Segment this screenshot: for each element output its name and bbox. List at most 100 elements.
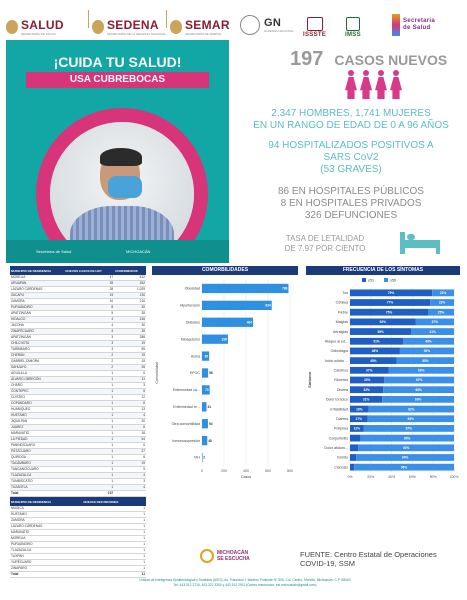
confirmed-cell: 6 xyxy=(114,424,146,431)
lethality-line-2: DE 7.97 POR CIENTO xyxy=(284,244,366,253)
column-header: CONFIRMADOS xyxy=(114,266,146,275)
hospital-bed-icon xyxy=(400,232,440,254)
deaths-cell: 1 xyxy=(82,523,146,530)
data-label: 70 xyxy=(205,388,209,392)
category-label: Diabetes xyxy=(186,320,200,324)
x-tick-label: 800 xyxy=(287,469,293,473)
bar-segment-2 xyxy=(367,415,454,423)
table-row: ZINAPARO 1 xyxy=(10,565,146,572)
data-label: 77% xyxy=(387,301,394,305)
data-label: 54 xyxy=(209,422,213,426)
poster-footer-michoacan: MICHOACÁN xyxy=(126,249,151,254)
new-cases-cell: 39 xyxy=(64,280,115,287)
imss-logo: IMSS xyxy=(345,8,361,46)
confirmed-cell: 130 xyxy=(114,292,146,299)
table-row: HUETAMO 1 xyxy=(10,511,146,518)
municipality-cell: TARÍMBARO xyxy=(10,346,65,353)
municipality-cell: ZACAPU xyxy=(10,292,65,299)
table-row: CHERÁN 2 19 xyxy=(10,352,146,359)
x-tick-label: 0 xyxy=(201,469,203,473)
bar-segment-2 xyxy=(360,434,454,442)
poster-image: ¡CUIDA TU SALUD! USA CUBREBOCAS Secretar… xyxy=(6,40,229,263)
deaths-cell: 1 xyxy=(82,565,146,572)
new-cases-cell: 1 xyxy=(64,424,115,431)
new-cases-cell: 10 xyxy=(64,298,115,305)
table-row: YURÉCUARO 1 xyxy=(10,559,146,566)
bar xyxy=(202,435,208,446)
data-label: 94% xyxy=(402,456,409,460)
bar-segment-2 xyxy=(382,395,454,403)
confirmed-cell: 432 xyxy=(114,275,146,281)
data-label: 96% xyxy=(401,465,408,469)
new-cases-cell: 5 xyxy=(64,310,115,317)
new-cases-cell: 28 xyxy=(64,286,115,293)
bar-segment-2 xyxy=(354,463,454,471)
table-row: HUANIQUEO 1 13 xyxy=(10,406,146,413)
bar xyxy=(202,334,228,344)
municipality-cell: HUETAMO xyxy=(10,412,65,419)
comorbidities-chart: COMORBILIDADES 0 200 400 600 800 Obesidad 786 H… xyxy=(152,266,298,492)
deaths-cell: 1 xyxy=(82,517,146,524)
person-icon xyxy=(390,70,402,100)
column-header: MUNICIPIO DE RESIDENCIA xyxy=(10,266,65,275)
y-axis-label: Síntoma xyxy=(307,371,312,388)
header-logos: SALUD SECRETARÍA DE SALUD SEDENA SECRETA… xyxy=(0,0,467,38)
category-label: Conjuntivitis xyxy=(329,436,349,440)
municipality-cell: TLAZAZALCA xyxy=(10,547,83,554)
category-label: Cefalea xyxy=(336,301,348,305)
bar-segment-2 xyxy=(411,328,454,335)
bar-segment-1 xyxy=(350,415,368,423)
municipality-cell: QUIROGA xyxy=(10,454,65,461)
municipality-cell: APATZINGÁN xyxy=(10,310,65,317)
table-row: MARAVATÍO 1 16 xyxy=(10,430,146,437)
table-row: ZAMORA 10 216 xyxy=(10,298,146,305)
new-cases-cell: 1 xyxy=(64,394,115,401)
new-cases-cell: 1 xyxy=(64,370,115,377)
table-row: AGUILILLA 1 6 xyxy=(10,370,146,377)
data-label: 49% xyxy=(425,339,432,343)
sedena-logo-sub: SECRETARÍA DE LA DEFENSA NACIONAL xyxy=(107,32,167,36)
category-label: Otra comorbilidad xyxy=(172,422,200,426)
category-label: Inicio súbito ... xyxy=(325,359,348,363)
symptoms-title: FRECUENCIA DE LOS SÍNTOMAS xyxy=(306,266,460,275)
new-cases-cell: 3 xyxy=(64,346,115,353)
bar-segment-1 xyxy=(350,357,397,365)
category-label: Rinorrea xyxy=(334,378,348,382)
confirmed-cell: 286 xyxy=(114,334,146,341)
municipality-cell: MARAVATÍO xyxy=(10,529,83,536)
y-axis-label: Comorbilidad xyxy=(155,362,159,383)
semar-logo-text: SEMAR xyxy=(185,18,230,32)
data-label: 37% xyxy=(366,369,373,373)
table-row: URUAPAN 39 252 xyxy=(10,280,146,287)
category-label: Polipnea xyxy=(334,427,348,431)
new-cases-cell: 1 xyxy=(64,418,115,425)
data-label: 464 xyxy=(247,320,253,324)
people-icons xyxy=(345,70,402,100)
new-cases-cell: 1 xyxy=(64,442,115,449)
confirmed-cell: 3 xyxy=(114,382,146,389)
confirmed-cell: 19 xyxy=(114,352,146,359)
table-row: JUÁREZ 1 6 xyxy=(10,424,146,431)
bar-segment-2 xyxy=(403,337,454,345)
new-cases-label: CASOS NUEVOS xyxy=(334,52,448,68)
total-cell: 197 xyxy=(64,490,115,497)
data-label: 45% xyxy=(370,359,377,363)
confirmed-cell: 5 xyxy=(114,388,146,395)
confirmed-cell: 252 xyxy=(114,280,146,287)
deaths-cell: 1 xyxy=(82,559,146,566)
data-label: 65 xyxy=(205,354,209,358)
data-label: 786 xyxy=(282,287,288,291)
confirmed-cell: 6 xyxy=(114,454,146,461)
column-header: NUEVOS CASOS DE HOY xyxy=(64,266,115,275)
bar-segment-1 xyxy=(350,434,361,442)
table-row: JIQUILPAN 1 20 xyxy=(10,418,146,425)
data-label: 63% xyxy=(418,369,425,373)
table-row: APATZINGÁN 5 35 xyxy=(10,310,146,317)
table-row: COPÁNDARO 1 6 xyxy=(10,400,146,407)
confirmed-cell: 136 xyxy=(114,316,146,323)
bar-segment-1 xyxy=(350,444,359,452)
bar-segment-2 xyxy=(399,347,454,355)
source-note: FUENTE: Centro Estatal de Operaciones CO… xyxy=(300,550,437,568)
comorbidities-plot: 0 200 400 600 800 Obesidad 786 Hipertensión 634 D… xyxy=(155,280,293,479)
data-label: 13% xyxy=(354,427,361,431)
